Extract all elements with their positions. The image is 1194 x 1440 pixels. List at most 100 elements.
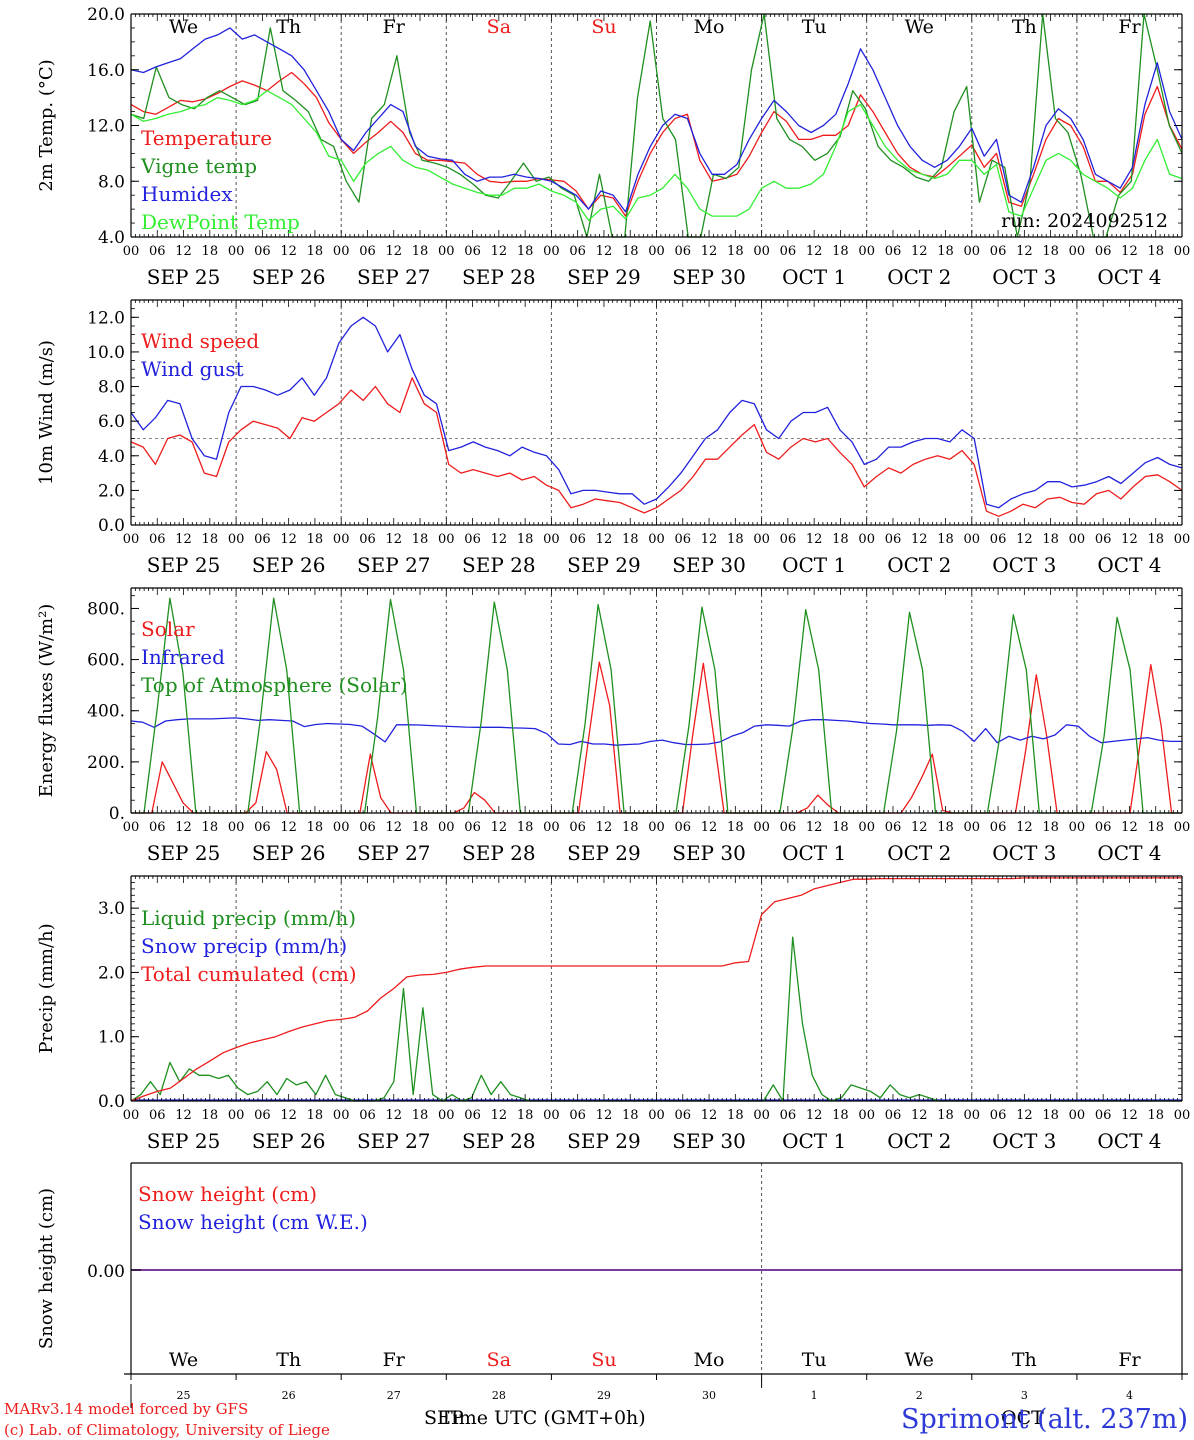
weekday-label: Fr	[1118, 1349, 1141, 1371]
hour-tick-label: 18	[307, 244, 324, 259]
hour-tick-label: 00	[858, 244, 875, 259]
y-axis-label: 2m Temp. (°C)	[36, 59, 57, 191]
hour-tick-label: 12	[911, 532, 928, 547]
hour-tick-label: 06	[464, 244, 481, 259]
day-label: SEP 28	[462, 841, 536, 865]
day-number-label: 29	[597, 1389, 611, 1402]
model-credit-line: MARv3.14 model forced by GFS	[4, 1400, 248, 1418]
weekday-label: Tu	[802, 16, 827, 38]
hour-tick-label: 06	[359, 1108, 376, 1123]
hour-tick-label: 00	[123, 532, 140, 547]
y-axis-label: Snow height (cm)	[36, 1188, 57, 1349]
series-line-dewpoint-temp	[130, 90, 1183, 221]
hour-tick-label: 12	[491, 532, 508, 547]
hour-tick-label: 06	[885, 1108, 902, 1123]
day-label: OCT 4	[1097, 553, 1161, 577]
day-number-label: 3	[1021, 1389, 1028, 1402]
hour-tick-label: 18	[517, 244, 534, 259]
hour-tick-label: 00	[753, 532, 770, 547]
hour-tick-label: 00	[333, 532, 350, 547]
hour-tick-label: 06	[885, 820, 902, 835]
hour-tick-label: 18	[1042, 244, 1059, 259]
hour-tick-label: 00	[1174, 244, 1191, 259]
hour-tick-label: 00	[964, 820, 981, 835]
y-tick-label: 2.0	[98, 963, 125, 983]
day-label: SEP 25	[147, 265, 221, 289]
weekday-label: Fr	[1118, 16, 1141, 38]
weekday-label: Th	[1012, 1349, 1037, 1371]
legend-entry: Total cumulated (cm)	[141, 962, 357, 986]
hour-tick-label: 00	[543, 820, 560, 835]
hour-tick-label: 06	[990, 1108, 1007, 1123]
weekday-label: We	[905, 1349, 934, 1371]
day-label: SEP 28	[462, 1129, 536, 1153]
hour-tick-label: 12	[491, 820, 508, 835]
day-label: SEP 26	[252, 553, 326, 577]
hour-tick-label: 00	[543, 532, 560, 547]
day-label: SEP 30	[672, 841, 746, 865]
legend-entry: Temperature	[141, 126, 272, 150]
hour-tick-label: 00	[1069, 820, 1086, 835]
hour-tick-label: 06	[990, 532, 1007, 547]
hour-tick-label: 00	[753, 820, 770, 835]
day-label: SEP 25	[147, 841, 221, 865]
day-label: OCT 4	[1097, 841, 1161, 865]
hour-tick-label: 06	[885, 244, 902, 259]
hour-tick-label: 12	[385, 1108, 402, 1123]
day-number-label: 25	[177, 1389, 191, 1402]
day-label: OCT 2	[887, 553, 951, 577]
day-label: SEP 27	[357, 553, 431, 577]
hour-tick-label: 12	[385, 244, 402, 259]
series-line-temperature	[130, 71, 1183, 217]
hour-tick-label: 12	[280, 532, 297, 547]
y-tick-label: 800.	[87, 599, 125, 619]
legend-entry: Infrared	[141, 645, 225, 669]
hour-tick-label: 00	[1069, 1108, 1086, 1123]
day-label: SEP 29	[567, 553, 641, 577]
hour-tick-label: 00	[648, 532, 665, 547]
hour-tick-label: 12	[491, 244, 508, 259]
legend-entry: DewPoint Temp	[141, 210, 300, 234]
hour-tick-label: 12	[596, 820, 613, 835]
series-line-humidex	[130, 27, 1183, 213]
hour-tick-label: 12	[1016, 532, 1033, 547]
x-axis-month-left: SEP	[424, 1407, 464, 1429]
hour-tick-label: 12	[1121, 532, 1138, 547]
day-label: SEP 29	[567, 265, 641, 289]
hour-tick-label: 18	[832, 820, 849, 835]
day-label: OCT 3	[992, 1129, 1056, 1153]
day-label: OCT 1	[782, 265, 846, 289]
hour-tick-label: 18	[937, 1108, 954, 1123]
hour-tick-label: 12	[1121, 1108, 1138, 1123]
legend-entry: Vigne temp	[140, 154, 257, 178]
day-label: SEP 27	[357, 841, 431, 865]
hour-tick-label: 12	[385, 532, 402, 547]
hour-tick-label: 00	[333, 820, 350, 835]
hour-tick-label: 18	[1042, 532, 1059, 547]
hour-tick-label: 00	[753, 1108, 770, 1123]
hour-tick-label: 06	[359, 532, 376, 547]
hour-tick-label: 12	[806, 820, 823, 835]
weekday-label: We	[169, 16, 198, 38]
hour-tick-label: 18	[412, 532, 429, 547]
hour-tick-label: 06	[1095, 244, 1112, 259]
series-line-wind-speed	[130, 377, 1183, 517]
day-label: OCT 3	[992, 841, 1056, 865]
hour-tick-label: 06	[780, 244, 797, 259]
hour-tick-label: 00	[1174, 1108, 1191, 1123]
hour-tick-label: 18	[622, 1108, 639, 1123]
hour-tick-label: 00	[858, 532, 875, 547]
weekday-label: Su	[591, 16, 616, 38]
weekday-label: Sa	[487, 1349, 511, 1371]
weekday-label: We	[169, 1349, 198, 1371]
hour-tick-label: 12	[280, 820, 297, 835]
legend-entry: Snow precip (mm/h)	[141, 934, 347, 958]
hour-tick-label: 12	[701, 820, 718, 835]
day-number-label: 27	[387, 1389, 401, 1402]
hour-tick-label: 12	[911, 244, 928, 259]
hour-tick-label: 00	[228, 532, 245, 547]
hour-tick-label: 06	[254, 1108, 271, 1123]
x-axis-month-right: OCT	[1001, 1407, 1044, 1429]
weekday-label: Su	[591, 1349, 616, 1371]
hour-tick-label: 00	[333, 244, 350, 259]
